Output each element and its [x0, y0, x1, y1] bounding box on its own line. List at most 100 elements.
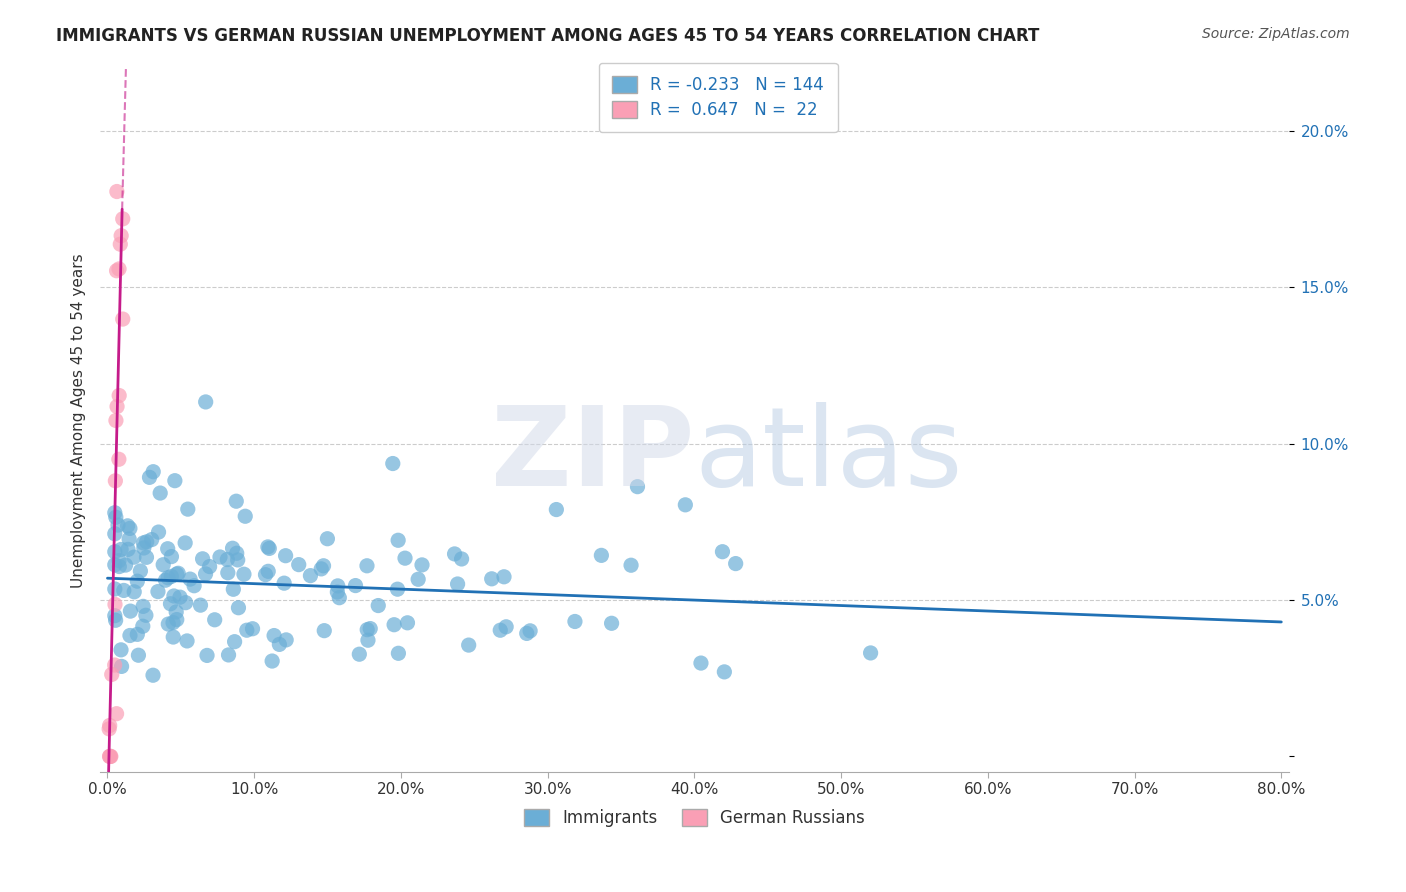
- Point: [104, 474, 127, 488]
- Point: [165, 605, 187, 619]
- Point: [105, 400, 128, 414]
- Point: [309, 562, 332, 576]
- Point: [190, 598, 212, 612]
- Point: [100, 667, 122, 681]
- Point: [111, 211, 134, 226]
- Point: [112, 583, 135, 598]
- Point: [104, 526, 127, 541]
- Point: [117, 519, 139, 533]
- Point: [117, 542, 139, 557]
- Point: [174, 596, 197, 610]
- Point: [274, 549, 297, 563]
- Point: [104, 506, 127, 520]
- Text: ZIP: ZIP: [491, 402, 695, 509]
- Point: [233, 567, 256, 582]
- Point: [98, 718, 121, 732]
- Point: [273, 576, 295, 591]
- Point: [110, 228, 132, 243]
- Point: [104, 545, 127, 559]
- Point: [157, 571, 180, 585]
- Point: [312, 558, 335, 573]
- Point: [690, 656, 713, 670]
- Point: [411, 558, 433, 572]
- Point: [600, 616, 623, 631]
- Point: [394, 551, 416, 566]
- Point: [179, 572, 201, 586]
- Point: [167, 566, 190, 581]
- Point: [132, 599, 155, 614]
- Text: atlas: atlas: [695, 402, 963, 509]
- Point: [135, 608, 157, 623]
- Point: [148, 524, 170, 539]
- Point: [387, 582, 409, 597]
- Point: [242, 622, 264, 636]
- Point: [138, 470, 160, 484]
- Point: [149, 486, 172, 500]
- Point: [194, 395, 217, 409]
- Point: [724, 557, 747, 571]
- Point: [110, 237, 132, 252]
- Point: [225, 546, 247, 560]
- Point: [344, 578, 367, 592]
- Point: [713, 665, 735, 679]
- Point: [98, 749, 121, 764]
- Point: [191, 551, 214, 566]
- Point: [118, 628, 141, 642]
- Point: [626, 480, 648, 494]
- Point: [314, 624, 336, 638]
- Point: [129, 564, 152, 578]
- Point: [450, 552, 472, 566]
- Point: [174, 536, 197, 550]
- Point: [142, 465, 165, 479]
- Point: [269, 637, 291, 651]
- Point: [104, 608, 127, 623]
- Point: [118, 532, 141, 546]
- Point: [457, 638, 479, 652]
- Point: [257, 540, 280, 554]
- Point: [157, 617, 180, 632]
- Point: [166, 613, 188, 627]
- Point: [166, 567, 188, 582]
- Point: [104, 510, 127, 524]
- Point: [198, 559, 221, 574]
- Text: Source: ZipAtlas.com: Source: ZipAtlas.com: [1202, 27, 1350, 41]
- Point: [356, 558, 378, 573]
- Point: [127, 627, 149, 641]
- Point: [859, 646, 882, 660]
- Point: [194, 566, 217, 581]
- Point: [492, 570, 515, 584]
- Point: [155, 573, 177, 587]
- Point: [259, 541, 281, 556]
- Point: [105, 264, 128, 278]
- Point: [100, 749, 122, 764]
- Point: [177, 502, 200, 516]
- Point: [519, 624, 541, 638]
- Y-axis label: Unemployment Among Ages 45 to 54 years: Unemployment Among Ages 45 to 54 years: [72, 253, 86, 588]
- Point: [224, 634, 246, 648]
- Point: [118, 521, 141, 535]
- Point: [287, 558, 309, 572]
- Point: [110, 542, 132, 557]
- Point: [217, 552, 239, 566]
- Point: [217, 566, 239, 580]
- Point: [127, 574, 149, 589]
- Legend: Immigrants, German Russians: Immigrants, German Russians: [517, 803, 872, 834]
- Point: [104, 613, 127, 627]
- Point: [163, 589, 186, 603]
- Point: [98, 722, 121, 736]
- Point: [233, 509, 256, 524]
- Point: [396, 615, 419, 630]
- Point: [387, 646, 409, 660]
- Point: [406, 572, 429, 586]
- Point: [104, 582, 127, 596]
- Point: [349, 647, 371, 661]
- Point: [387, 533, 409, 548]
- Point: [382, 617, 405, 632]
- Point: [104, 558, 127, 572]
- Point: [357, 633, 380, 648]
- Point: [228, 600, 250, 615]
- Point: [107, 518, 129, 533]
- Point: [160, 569, 183, 583]
- Text: IMMIGRANTS VS GERMAN RUSSIAN UNEMPLOYMENT AMONG AGES 45 TO 54 YEARS CORRELATION : IMMIGRANTS VS GERMAN RUSSIAN UNEMPLOYMEN…: [56, 27, 1039, 45]
- Point: [367, 599, 389, 613]
